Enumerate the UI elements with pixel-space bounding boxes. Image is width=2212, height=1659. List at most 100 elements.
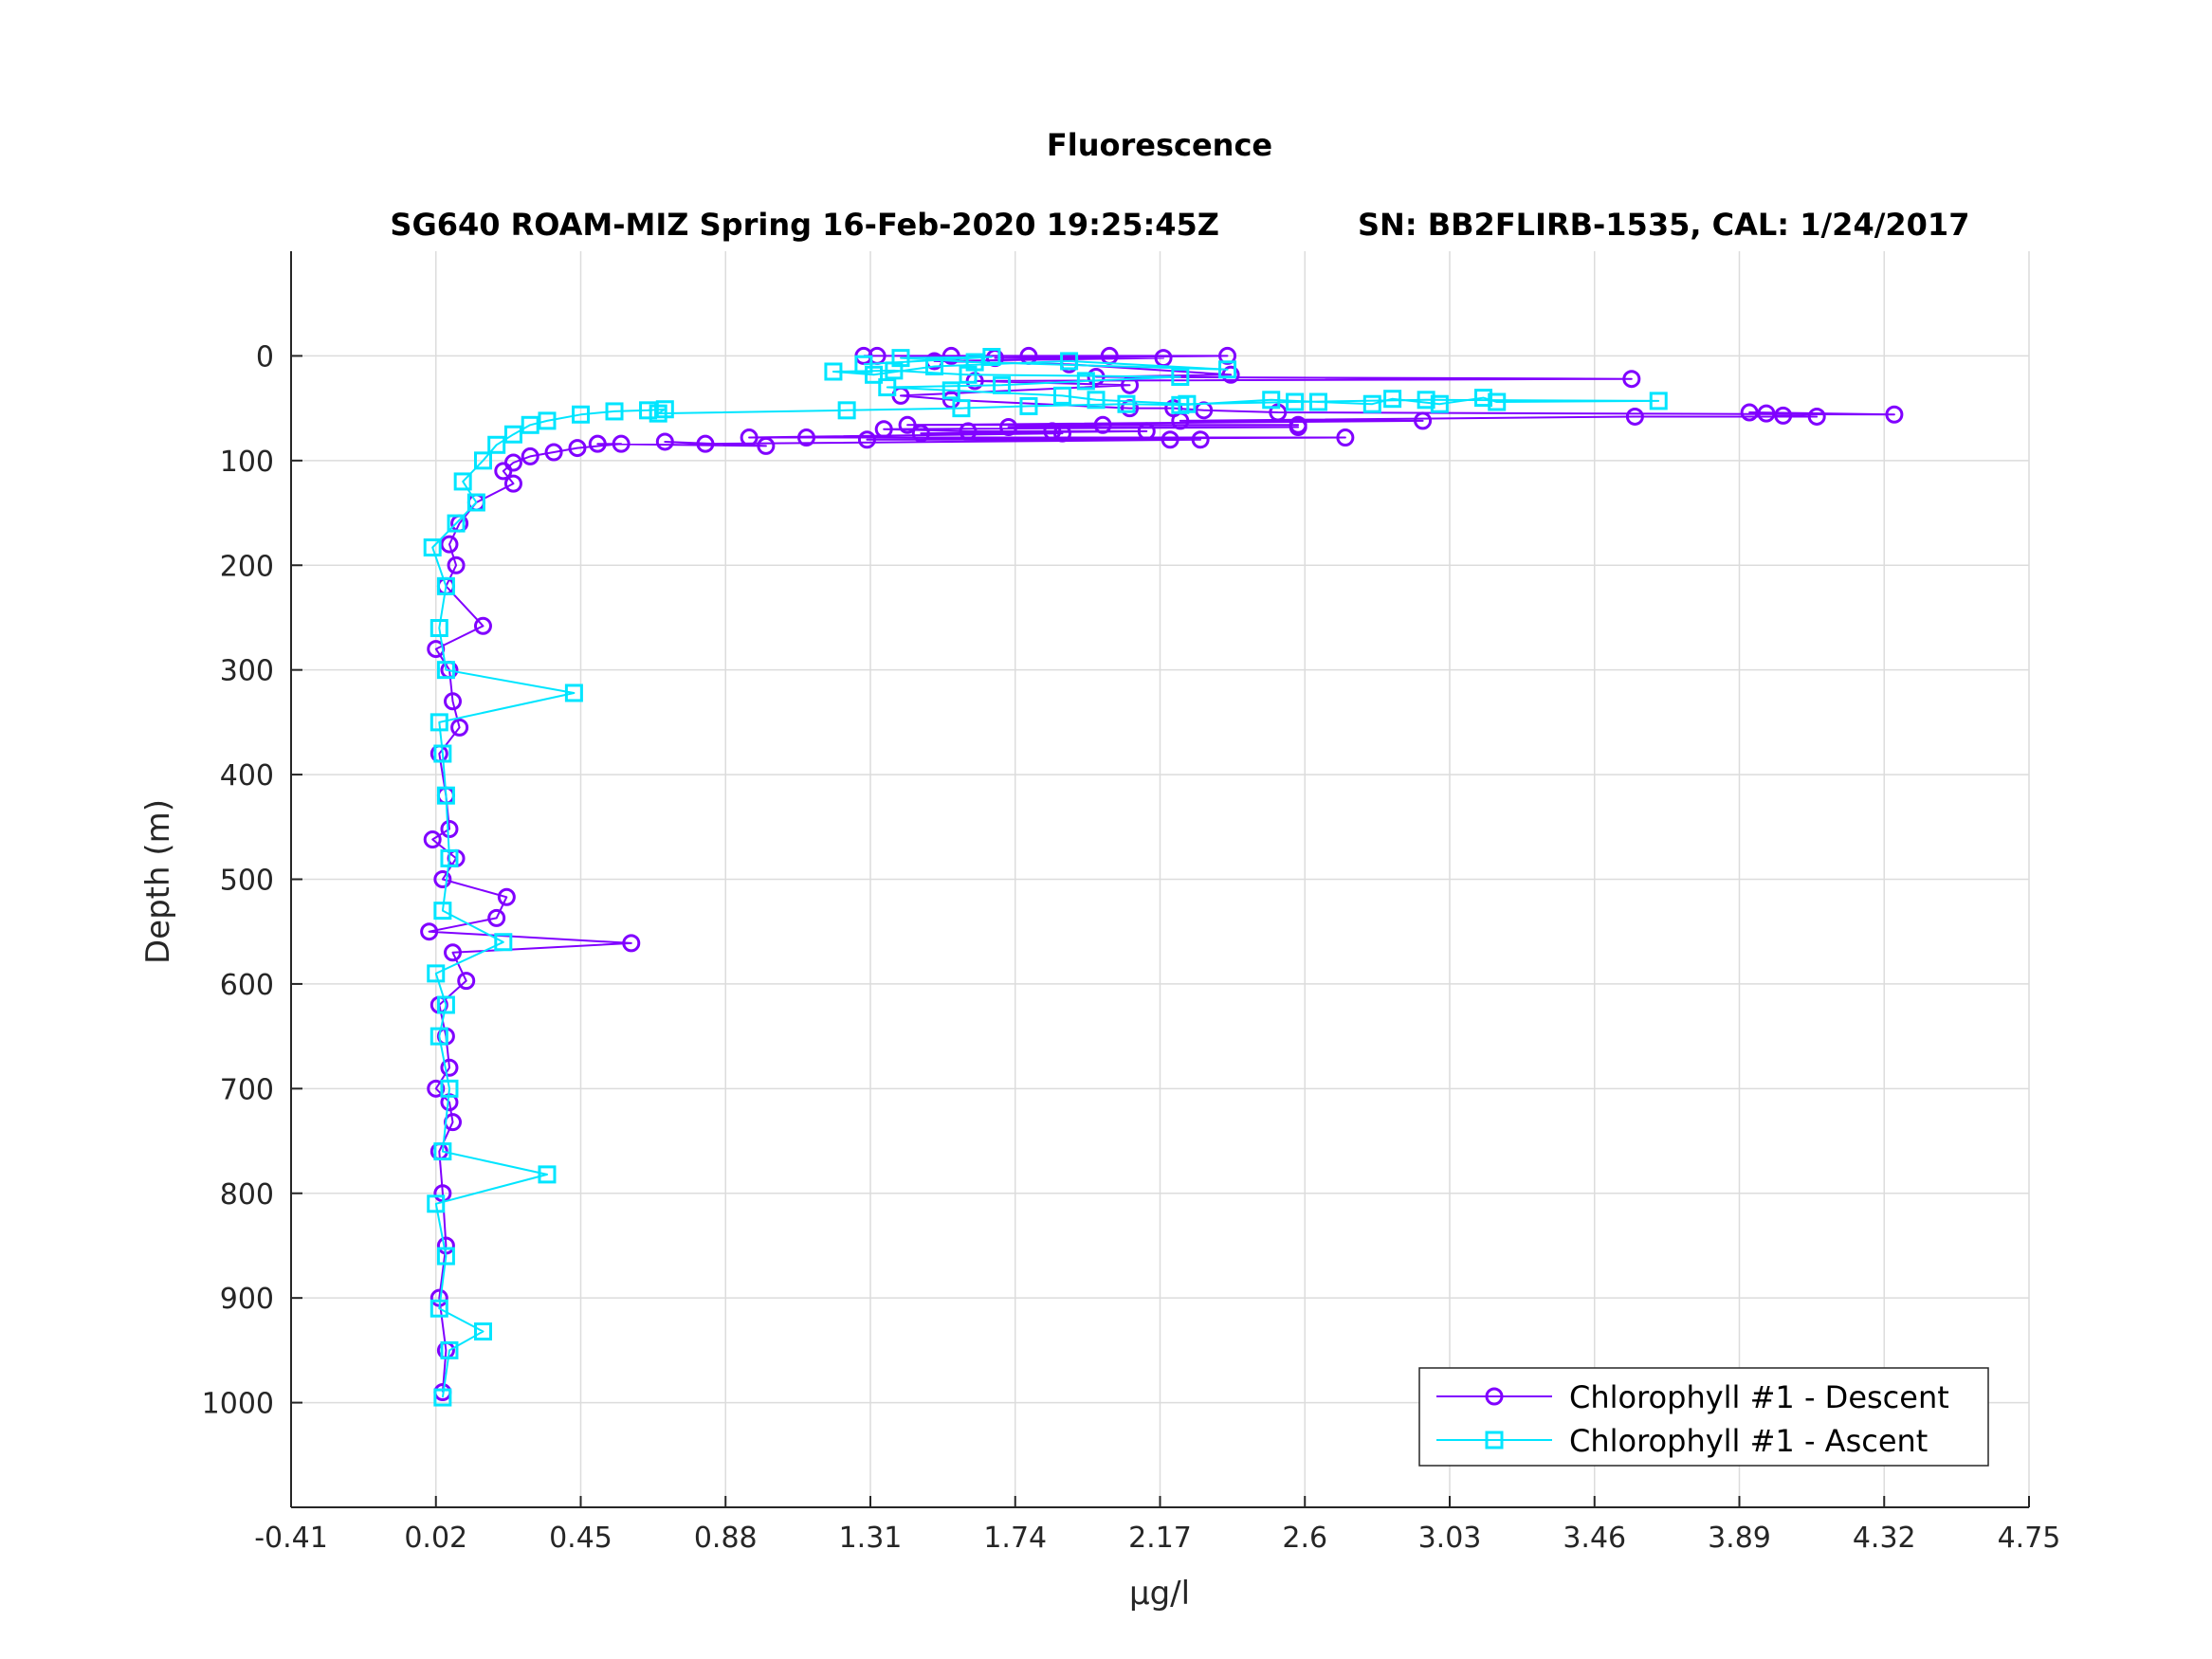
data-point: [1178, 394, 1197, 413]
data-point: [898, 415, 917, 434]
data-point: [837, 401, 856, 420]
y-tick-label: 0: [256, 340, 274, 374]
data-point: [993, 375, 1012, 394]
x-tick-label: 0.02: [404, 1522, 467, 1555]
y-tick-label: 900: [220, 1283, 274, 1316]
data-point: [1807, 407, 1826, 426]
data-point: [473, 1322, 492, 1340]
data-point: [797, 428, 816, 447]
y-tick-label: 200: [220, 550, 274, 583]
data-point: [440, 535, 459, 554]
data-point: [436, 576, 455, 595]
data-point: [521, 447, 539, 465]
data-point: [430, 1299, 448, 1318]
data-point: [503, 425, 522, 444]
data-point: [427, 1079, 446, 1098]
data-point: [436, 786, 455, 805]
data-point: [1191, 430, 1210, 449]
data-point: [457, 972, 476, 991]
data-point: [1417, 391, 1435, 410]
data-point: [1383, 390, 1402, 409]
data-point: [874, 420, 893, 439]
data-point: [1087, 391, 1106, 410]
data-point: [568, 439, 587, 458]
data-point: [1195, 401, 1214, 420]
grid: [290, 251, 2030, 1507]
x-tick-label: 3.89: [1708, 1522, 1771, 1555]
chart-subtitle-left: SG640 ROAM-MIZ Spring 16-Feb-2020 19:25:…: [390, 207, 1219, 243]
data-point: [1262, 391, 1281, 410]
data-point: [444, 692, 463, 711]
data-point: [1043, 422, 1062, 441]
data-point: [740, 428, 759, 447]
data-point: [450, 718, 469, 737]
data-point: [427, 1194, 446, 1213]
data-point: [423, 830, 442, 849]
data-point: [1052, 386, 1071, 405]
y-tick-label: 600: [220, 969, 274, 1002]
data-point: [824, 362, 843, 381]
x-tick-label: 2.17: [1128, 1522, 1192, 1555]
data-point: [427, 964, 446, 983]
data-point: [440, 1079, 459, 1098]
data-point: [1488, 392, 1507, 411]
y-tick-label: 300: [220, 655, 274, 688]
data-point: [1121, 375, 1140, 394]
data-point: [440, 1340, 459, 1359]
data-point: [1362, 394, 1381, 413]
data-point: [440, 820, 459, 838]
x-tick-label: 0.88: [694, 1522, 758, 1555]
data-point: [494, 462, 513, 481]
axes: [290, 251, 2030, 1508]
data-point: [1474, 389, 1493, 408]
data-point: [1093, 415, 1112, 434]
y-tick-label: 500: [220, 865, 274, 898]
x-axis-label: µg/l: [1129, 1575, 1190, 1613]
data-point: [1649, 392, 1668, 410]
data-point: [1171, 368, 1190, 386]
x-tick-label: 3.03: [1418, 1522, 1482, 1555]
data-point: [1885, 405, 1904, 424]
data-point: [1757, 404, 1776, 423]
x-tick-label: 3.46: [1563, 1522, 1626, 1555]
data-point: [473, 616, 492, 635]
data-point: [1076, 372, 1095, 391]
data-point: [436, 661, 455, 680]
data-point: [622, 934, 641, 953]
x-tick-label: 1.31: [839, 1522, 903, 1555]
data-point: [521, 415, 539, 434]
data-point: [430, 1027, 448, 1046]
data-point: [1052, 424, 1071, 443]
series-line: [428, 355, 1895, 1393]
data-point: [1740, 403, 1759, 422]
data-point: [444, 943, 463, 962]
chart-subtitle-right: SN: BB2FLIRB-1535, CAL: 1/24/2017: [1358, 207, 1969, 243]
data-point: [696, 434, 715, 453]
data-point: [1060, 352, 1079, 371]
data-point: [605, 402, 624, 421]
data-point: [503, 474, 522, 493]
y-tick-label: 1000: [202, 1388, 274, 1421]
data-point: [941, 381, 960, 400]
y-axis-label: Depth (m): [139, 799, 177, 964]
data-point: [1308, 392, 1327, 411]
data-point: [487, 435, 506, 454]
chart-title: Fluorescence: [1047, 127, 1272, 163]
tick-labels: -0.41 0.02 0.45 0.88 1.31 1.74 2.17 2.6 3.03 3.46…: [202, 340, 2061, 1555]
legend-ascent-marker: [1485, 1431, 1504, 1449]
data-point: [433, 1142, 452, 1161]
data-point: [440, 1058, 459, 1077]
data-point: [440, 848, 459, 867]
x-tick-label: -0.41: [254, 1522, 328, 1555]
x-tick-label: 1.74: [983, 1522, 1047, 1555]
data-point: [649, 404, 667, 423]
y-tick-label: 700: [220, 1073, 274, 1106]
data-point: [854, 355, 873, 374]
data-point: [878, 378, 897, 397]
data-point: [1137, 422, 1156, 441]
data-point: [865, 365, 884, 384]
y-tick-label: 100: [220, 446, 274, 479]
data-point: [999, 418, 1018, 436]
data-point: [924, 356, 943, 375]
x-tick-label: 4.32: [1853, 1522, 1916, 1555]
